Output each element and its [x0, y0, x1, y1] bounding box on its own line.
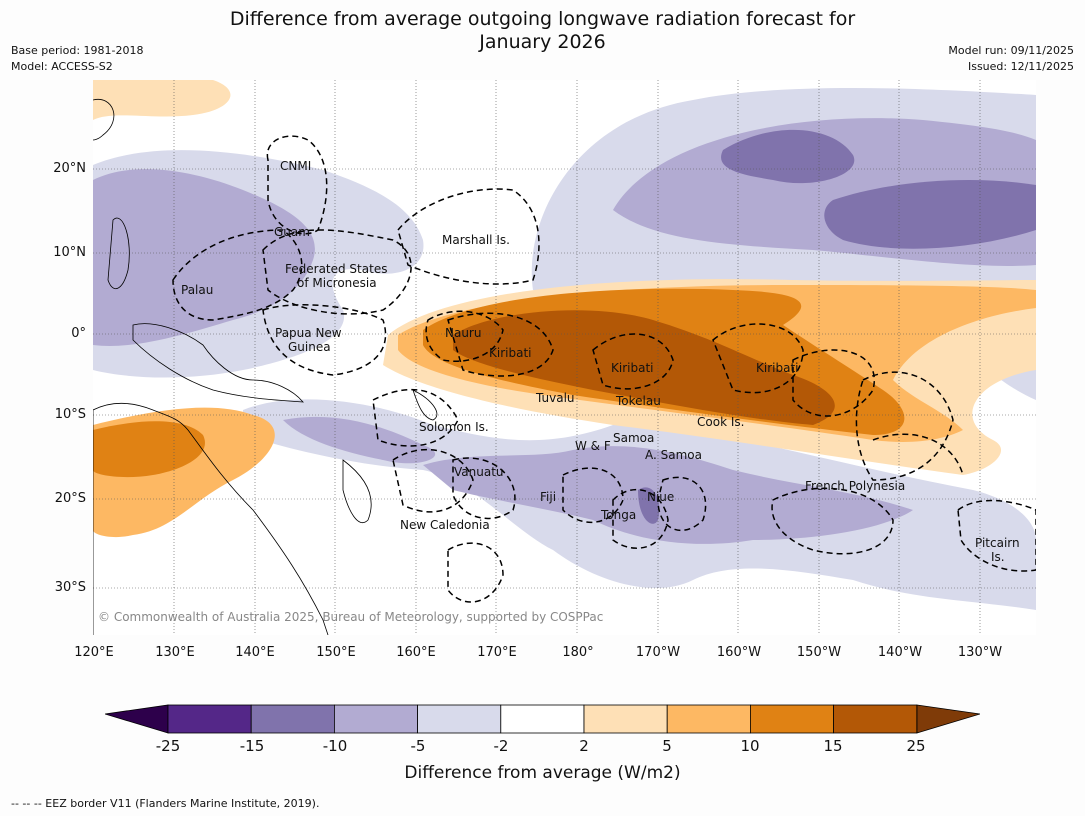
y-tick-20n: 20°N: [53, 161, 86, 176]
place-fiji: Fiji: [540, 490, 556, 504]
place-png-line1: Papua New: [275, 326, 342, 340]
x-tick-150w: 150°W: [796, 645, 842, 660]
x-tick-170e: 170°E: [477, 645, 517, 660]
map-title-line2: January 2026: [479, 31, 606, 53]
x-tick-170w: 170°W: [635, 645, 681, 660]
y-tick-30s: 30°S: [54, 580, 86, 595]
place-guam: Guam: [274, 225, 310, 239]
anomaly-orange-regions: [93, 80, 1036, 538]
anomaly-map: CNMI Guam Marshall Is. Federated States …: [93, 80, 1036, 635]
map-title-line1: Difference from average outgoing longwav…: [229, 8, 856, 30]
place-nauru: Nauru: [445, 326, 481, 340]
colorbar-extend-high: [916, 704, 980, 734]
colorbar-cell-5-to-10: [666, 704, 751, 734]
colorbar-cell-10-to-15: [750, 704, 835, 734]
colorbar-label-15: 15: [823, 737, 843, 755]
x-tick-140w: 140°W: [877, 645, 923, 660]
x-tick-160w: 160°W: [716, 645, 762, 660]
model-run-text: Model run: 09/11/2025: [948, 44, 1074, 57]
y-tick-0: 0°: [71, 326, 86, 341]
x-tick-180: 180°: [562, 645, 594, 660]
colorbar-cell-m5-to-m2: [417, 704, 502, 734]
colorbar-label-minus25: -25: [155, 737, 181, 755]
model-text: Model: ACCESS-S2: [11, 60, 113, 73]
colorbar-label-minus5: -5: [410, 737, 426, 755]
colorbar-label-minus15: -15: [239, 737, 265, 755]
colorbar-cells: [167, 704, 918, 734]
meta-right: Model run: 09/11/2025 Issued: 12/11/2025: [948, 43, 1074, 75]
colorbar-cell-m10-to-m5: [333, 704, 418, 734]
place-niue: Niue: [647, 490, 674, 504]
place-french-polynesia: French Polynesia: [805, 479, 905, 493]
colorbar-label-2: 2: [579, 737, 589, 755]
place-palau: Palau: [181, 283, 213, 297]
place-tokelau: Tokelau: [615, 394, 661, 408]
colorbar-label-5: 5: [662, 737, 672, 755]
eez-borders: [172, 135, 1036, 603]
x-tick-150e: 150°E: [316, 645, 356, 660]
place-tuvalu: Tuvalu: [535, 391, 575, 405]
colorbar-cell-2-to-5: [583, 704, 668, 734]
x-tick-130e: 130°E: [155, 645, 195, 660]
place-fsm-line2: of Micronesia: [297, 276, 377, 290]
colorbar-label-minus10: -10: [322, 737, 348, 755]
colorbar: [105, 704, 980, 734]
colorbar-label-25: 25: [906, 737, 926, 755]
place-samoa: Samoa: [613, 431, 654, 445]
x-tick-140e: 140°E: [235, 645, 275, 660]
map-copyright: © Commonwealth of Australia 2025, Bureau…: [98, 610, 603, 624]
colorbar-cell-15-to-25: [833, 704, 918, 734]
place-kiribati-central: Kiribati: [611, 361, 653, 375]
colorbar-cell-m15-to-m10: [250, 704, 335, 734]
map-gridlines: [93, 80, 1036, 635]
x-tick-130w: 130°W: [957, 645, 1003, 660]
eez-footnote: -- -- -- EEZ border V11 (Flanders Marine…: [11, 797, 320, 810]
place-solomon-islands: Solomon Is.: [419, 420, 489, 434]
anomaly-dark-purple-regions: [638, 129, 1036, 524]
x-tick-160e: 160°E: [396, 645, 436, 660]
issued-text: Issued: 12/11/2025: [967, 60, 1074, 73]
y-tick-20s: 20°S: [54, 491, 86, 506]
place-wallis-futuna: W & F: [575, 439, 611, 453]
colorbar-title: Difference from average (W/m2): [404, 763, 681, 783]
base-period-text: Base period: 1981-2018: [11, 44, 144, 57]
place-cook-islands: Cook Is.: [697, 415, 744, 429]
place-png-line2: Guinea: [288, 340, 331, 354]
place-american-samoa: A. Samoa: [645, 448, 702, 462]
coastlines: [93, 98, 438, 635]
place-tonga: Tonga: [600, 508, 636, 522]
y-tick-10s: 10°S: [54, 407, 86, 422]
place-vanuatu: Vanuatu: [454, 465, 504, 479]
meta-left: Base period: 1981-2018 Model: ACCESS-S2: [11, 43, 143, 75]
place-kiribati-east: Kiribati: [756, 361, 798, 375]
colorbar-label-minus2: -2: [493, 737, 509, 755]
x-tick-120e: 120°E: [74, 645, 114, 660]
colorbar-label-10: 10: [740, 737, 760, 755]
place-kiribati-west: Kiribati: [489, 346, 531, 360]
colorbar-cell-m25-to-m15: [167, 704, 252, 734]
colorbar-cell-m2-to-2: [500, 704, 585, 734]
colorbar-extend-low: [105, 704, 169, 734]
place-marshall-islands: Marshall Is.: [442, 233, 510, 247]
place-fsm-line1: Federated States: [285, 262, 387, 276]
place-new-caledonia: New Caledonia: [400, 518, 490, 532]
place-pitcairn-line2: Is.: [991, 550, 1005, 564]
place-cnmi: CNMI: [280, 159, 311, 173]
y-tick-10n: 10°N: [53, 245, 86, 260]
place-pitcairn-line1: Pitcairn: [975, 536, 1020, 550]
